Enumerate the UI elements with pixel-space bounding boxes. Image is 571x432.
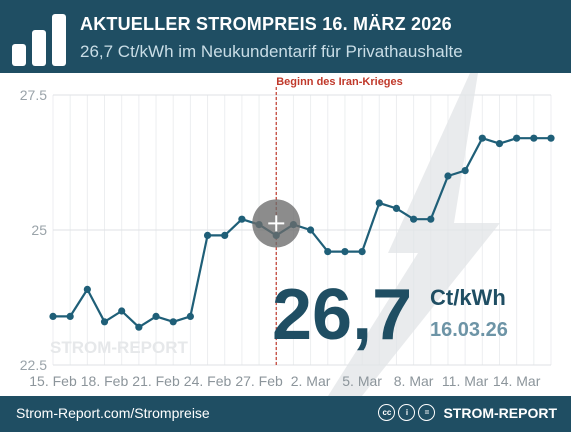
data-point[interactable] [495, 140, 504, 148]
data-point[interactable] [169, 318, 177, 326]
data-point[interactable] [324, 248, 332, 256]
footer: Strom-Report.com/Strompreise cc i = STRO… [0, 396, 571, 432]
data-point[interactable] [221, 231, 229, 239]
data-point[interactable] [513, 134, 521, 142]
highlight-value: 26,7 [272, 275, 412, 355]
x-axis-ticks: 15. Feb 18. Feb 21. Feb 24. Feb 27. Feb 2. Ma… [29, 373, 540, 389]
x-tick-label: 27. Feb [235, 373, 283, 389]
y-tick-label: 22.5 [20, 357, 47, 373]
highlight-unit: Ct/kWh [430, 285, 506, 310]
x-tick-label: 18. Feb [81, 373, 129, 389]
watermark: STROM-REPORT [50, 338, 189, 357]
data-point[interactable] [66, 312, 74, 320]
data-point[interactable] [530, 134, 538, 142]
data-point[interactable] [427, 215, 435, 223]
data-point[interactable] [444, 172, 452, 180]
x-tick-label: 24. Feb [184, 373, 232, 389]
annotation-label: Beginn des Iran-Krieges [276, 76, 403, 88]
chart-subtitle: 26,7 Ct/kWh im Neukundentarif für Privat… [80, 42, 463, 61]
chart-title: AKTUELLER STROMPREIS 16. MÄRZ 2026 [80, 14, 452, 34]
data-point[interactable] [358, 248, 366, 256]
x-tick-label: 5. Mar [342, 373, 382, 389]
data-point[interactable] [478, 134, 486, 142]
footer-brand-area: cc i = STROM-REPORT [378, 404, 557, 421]
series-line [53, 137, 551, 329]
footer-brand: STROM-REPORT [443, 404, 557, 421]
attribution-icon: i [398, 404, 416, 421]
data-point[interactable] [83, 285, 91, 293]
x-tick-label: 2. Mar [291, 373, 331, 389]
x-tick-label: 14. Mar [493, 373, 541, 389]
bar-chart-logo-icon [12, 14, 66, 66]
x-tick-label: 15. Feb [29, 373, 77, 389]
data-point[interactable] [410, 215, 418, 223]
source-link[interactable]: Strom-Report.com/Strompreise [16, 405, 210, 421]
y-axis-ticks: 27.5 25 22.5 [20, 87, 47, 373]
header: AKTUELLER STROMPREIS 16. MÄRZ 2026 26,7 … [0, 0, 571, 73]
x-tick-label: 11. Mar [442, 373, 489, 389]
data-point[interactable] [135, 323, 143, 331]
highlight-date: 16.03.26 [430, 319, 508, 341]
hover-cursor-icon[interactable] [252, 199, 301, 248]
data-point[interactable] [392, 204, 401, 212]
data-point[interactable] [152, 312, 160, 320]
data-point[interactable] [118, 307, 126, 315]
data-point[interactable] [306, 226, 315, 234]
data-point[interactable] [100, 318, 109, 326]
cc-license-icon: cc [378, 404, 396, 421]
data-point[interactable] [49, 312, 57, 320]
y-tick-label: 25 [31, 222, 47, 238]
y-tick-label: 27.5 [20, 87, 47, 103]
price-line-chart: STROM-REPORT Beginn des Iran-Krieges 27.… [20, 73, 555, 396]
data-point[interactable] [203, 231, 212, 239]
data-point[interactable] [186, 312, 194, 320]
data-point[interactable] [547, 134, 555, 142]
no-derivatives-icon: = [418, 404, 436, 421]
data-point[interactable] [238, 215, 246, 223]
x-tick-label: 8. Mar [394, 373, 434, 389]
x-tick-label: 21. Feb [132, 373, 180, 389]
data-point[interactable] [461, 167, 469, 175]
data-point[interactable] [375, 199, 383, 207]
data-point[interactable] [341, 248, 349, 256]
lightning-bolt-icon [328, 73, 500, 396]
